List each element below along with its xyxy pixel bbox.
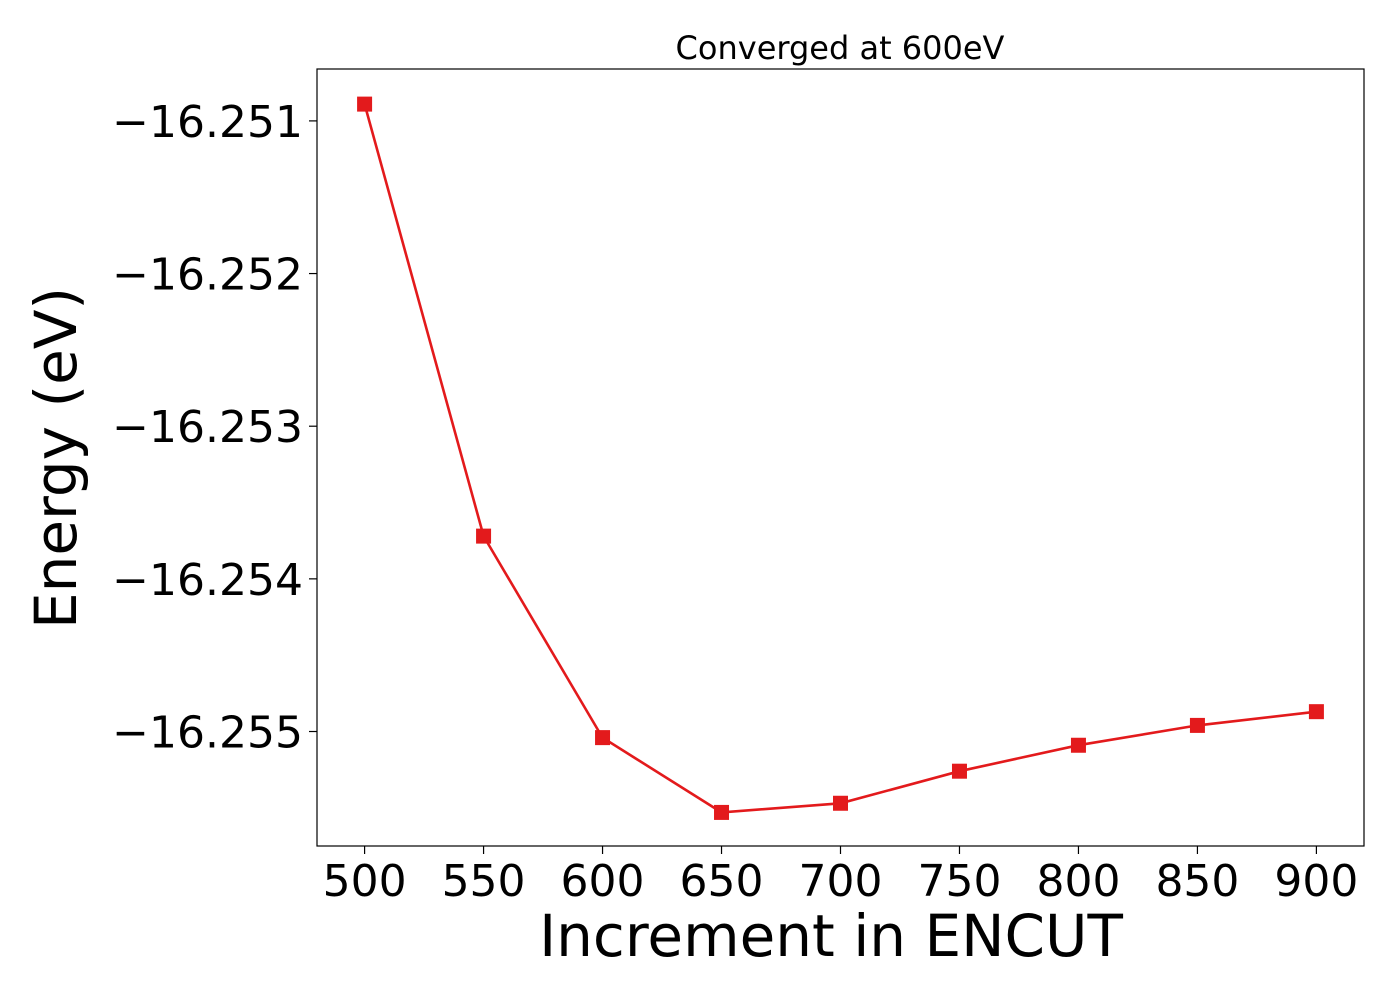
x-tick-label: 900 xyxy=(1274,856,1358,907)
x-axis-label: Increment in ENCUT xyxy=(539,902,1123,970)
series-line xyxy=(363,103,1317,814)
x-axis-ticks: 500 550 600 650 700 750 800 850 900 xyxy=(323,846,1358,907)
data-point-marker xyxy=(476,528,492,544)
y-axis-label: Energy (eV) xyxy=(22,287,90,629)
x-tick-label: 650 xyxy=(680,856,764,907)
x-tick-label: 500 xyxy=(323,856,407,907)
data-point-marker xyxy=(357,96,373,112)
y-tick-label: −16.255 xyxy=(112,708,303,759)
x-tick-label: 850 xyxy=(1155,856,1239,907)
y-axis-ticks: −16.251 −16.252 −16.253 −16.254 −16.255 xyxy=(112,97,317,759)
plot-frame xyxy=(316,68,1365,847)
y-tick-label: −16.253 xyxy=(112,402,303,453)
data-point-marker xyxy=(595,730,611,746)
data-point-marker xyxy=(951,763,967,779)
x-tick-label: 800 xyxy=(1036,856,1120,907)
data-point-marker xyxy=(1189,717,1205,733)
plot-marks xyxy=(357,96,1324,820)
data-point-marker xyxy=(1308,704,1324,720)
y-tick-label: −16.254 xyxy=(112,555,303,606)
chart-title: Converged at 600eV xyxy=(676,29,1005,67)
x-tick-label: 550 xyxy=(442,856,526,907)
data-point-marker xyxy=(833,795,848,811)
x-tick-label: 600 xyxy=(561,856,645,907)
y-tick-label: −16.252 xyxy=(112,250,303,301)
y-tick-label: −16.251 xyxy=(112,97,303,148)
data-point-marker xyxy=(1070,737,1086,753)
data-point-marker xyxy=(714,804,730,820)
x-tick-label: 750 xyxy=(917,856,1001,907)
x-tick-label: 700 xyxy=(799,856,883,907)
